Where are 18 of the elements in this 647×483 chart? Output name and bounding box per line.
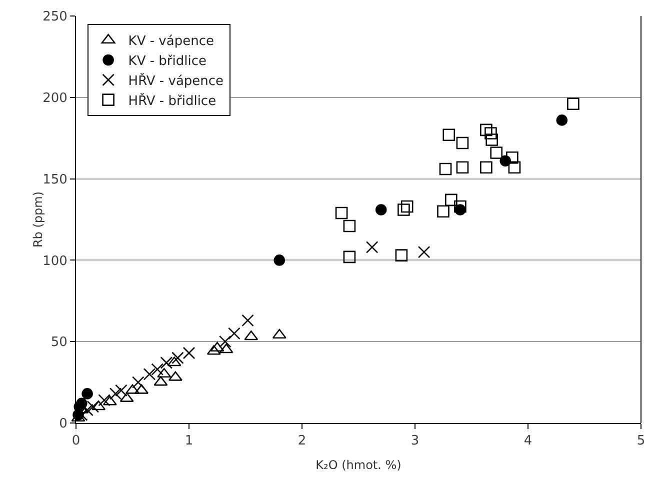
x-tick-label: 4 [524,434,532,449]
x-tick-label: 5 [636,434,646,449]
y-tick-label: 150 [42,172,68,188]
x-tick-label: 0 [72,434,80,449]
y-tick-label: 250 [42,10,68,25]
x-tick-label: 3 [410,434,420,449]
legend-label: HŘV - břidlice [128,92,216,109]
legend-label: HŘV - vápence [128,72,224,89]
y-tick-label: 100 [42,254,68,269]
x-tick-label: 1 [184,434,194,449]
x-axis-title: K₂O (hmot. %) [316,458,402,472]
x-tick-label: 2 [298,434,306,449]
legend-label: KV - břidlice [128,54,207,70]
legend-label: KV - vápence [128,34,214,50]
y-tick-label: 200 [42,90,68,106]
y-axis-title: Rb (ppm) [31,191,45,248]
y-tick-label: 0 [59,416,68,432]
y-tick-label: 50 [50,335,68,350]
